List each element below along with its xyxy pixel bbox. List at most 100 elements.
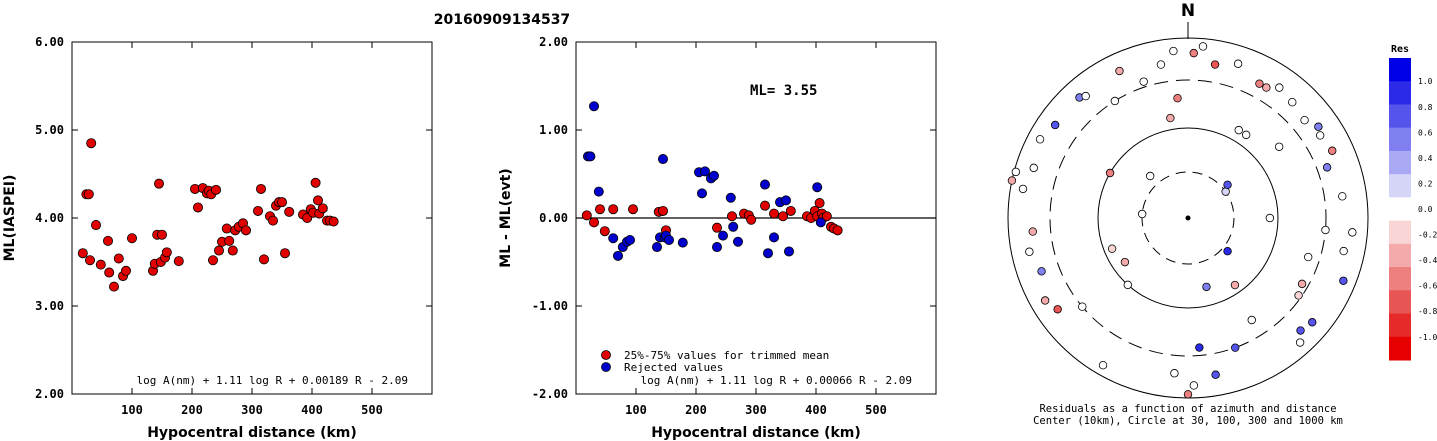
colorbar-tick-label: 1.0 (1418, 77, 1433, 86)
data-point (625, 234, 636, 245)
data-point (240, 225, 251, 236)
data-point (608, 233, 619, 244)
data-point (95, 259, 106, 270)
ml-residual-formula: log A(nm) + 1.11 log R + 0.00066 R - 2.0… (640, 374, 912, 387)
y-tick-label: 3.00 (35, 299, 64, 313)
data-point (832, 225, 843, 236)
data-point (284, 206, 295, 217)
ml-iaspei-panel: 100 200 300 400 500 2.00 3.00 4.00 5.00 6.00 ML(I… (2, 35, 433, 441)
ring-300km (1049, 79, 1327, 357)
data-point (585, 151, 596, 162)
data-point (210, 184, 221, 195)
station-residual-marker (1081, 91, 1090, 101)
colorbar-tick-label: -0.4 (1418, 256, 1437, 265)
colorbar-tick-label: -1.0 (1418, 333, 1437, 342)
data-point (760, 179, 771, 190)
colorbar-cell (1389, 150, 1411, 175)
station-residual-marker (1262, 83, 1271, 92)
station-residual-marker (1288, 98, 1297, 107)
y-tick-label: 4.00 (35, 211, 64, 225)
x-tick-label: 200 (181, 403, 203, 417)
data-point (709, 170, 720, 181)
ml-iaspei-x-axis-label: Hypocentral distance (km) (147, 425, 357, 441)
station-residual-marker (1233, 59, 1243, 68)
station-residual-marker (1028, 227, 1037, 236)
ml-iaspei-plot-frame (71, 41, 433, 395)
north-label: N (1181, 1, 1195, 21)
colorbar-cell (1389, 81, 1411, 105)
station-residual-marker (1339, 246, 1348, 256)
data-point (778, 211, 789, 222)
data-point (760, 200, 771, 211)
colorbar-tick-label: -0.2 (1418, 231, 1437, 240)
station-residual-marker (1053, 305, 1062, 314)
station-residual-marker (1328, 146, 1337, 155)
data-point (267, 215, 278, 226)
data-point (109, 281, 120, 292)
station-residual-marker (1348, 228, 1357, 237)
data-point (173, 256, 184, 267)
data-point (727, 211, 738, 222)
station-residual-marker (1202, 282, 1211, 292)
station-residual-marker (1223, 180, 1232, 190)
y-tick-label: 1.00 (539, 123, 568, 137)
station-residual-marker (1275, 83, 1284, 92)
colorbar-tick-label: 0.0 (1418, 205, 1433, 214)
polar-note: Residuals as a function of azimuth and d… (1039, 403, 1336, 415)
station-residual-marker (1018, 184, 1028, 194)
data-point (258, 254, 269, 265)
azimuth-residual-panel: N Residuals as a function of azimuth and… (1007, 1, 1369, 427)
station-residual-marker (1110, 96, 1120, 106)
data-point (728, 221, 739, 232)
ml-iaspei-points (77, 138, 339, 292)
colorbar-cell (1389, 290, 1411, 315)
colorbar-tick-label: 0.6 (1418, 128, 1433, 137)
station-residual-marker (1029, 163, 1038, 173)
colorbar-cell (1389, 197, 1411, 222)
data-point (581, 210, 592, 221)
station-residual-marker (1255, 79, 1264, 88)
x-tick-label: 100 (121, 403, 143, 417)
station-residual-marker (1221, 187, 1230, 196)
station-residual-marker (1173, 93, 1182, 103)
colorbar-cell (1389, 58, 1411, 82)
y-tick-label: 5.00 (35, 123, 64, 137)
data-point (312, 195, 323, 206)
figure-title: 20160909134537 (434, 12, 570, 28)
ml-iaspei-ticks: 100 200 300 400 500 2.00 3.00 4.00 5.00 6.00 (35, 35, 432, 417)
data-point (781, 195, 792, 206)
station-residual-marker (1274, 142, 1284, 151)
y-tick-label: -1.00 (532, 299, 568, 313)
station-residual-marker (1037, 267, 1046, 276)
data-point (91, 220, 102, 231)
station-residual-marker (1078, 302, 1087, 311)
data-point (733, 236, 744, 247)
ml-residual-points (581, 101, 843, 261)
colorbar-tick-label: -0.8 (1418, 307, 1437, 316)
data-point (784, 246, 795, 257)
station-residual-marker (1107, 244, 1117, 253)
station-residual-marker (1314, 122, 1323, 131)
data-point (599, 226, 610, 237)
station-residual-marker (1145, 171, 1155, 181)
x-tick-label: 400 (301, 403, 323, 417)
station-residual-marker (1223, 246, 1232, 256)
station-residual-marker (1265, 213, 1275, 223)
data-point (608, 204, 619, 215)
colorbar-cells (1389, 58, 1411, 361)
ml-residual-panel: 100 200 300 400 500 -2.00 -1.00 0.00 1.00 2.00 ML… (498, 35, 937, 441)
station-residual-marker (1166, 113, 1175, 123)
polar-caption: Center (10km), Circle at 30, 100, 300 an… (1033, 415, 1343, 427)
data-point (121, 265, 132, 276)
data-point (221, 223, 232, 234)
x-tick-label: 100 (625, 403, 647, 417)
station-residual-marker (1230, 280, 1240, 290)
station-residual-marker (1195, 343, 1204, 352)
ring-100km (1097, 127, 1279, 309)
data-point (821, 211, 832, 222)
station-residual-marker (1183, 390, 1193, 399)
data-point (814, 198, 825, 209)
legend-rejected-marker (601, 362, 611, 372)
data-point (104, 267, 115, 278)
